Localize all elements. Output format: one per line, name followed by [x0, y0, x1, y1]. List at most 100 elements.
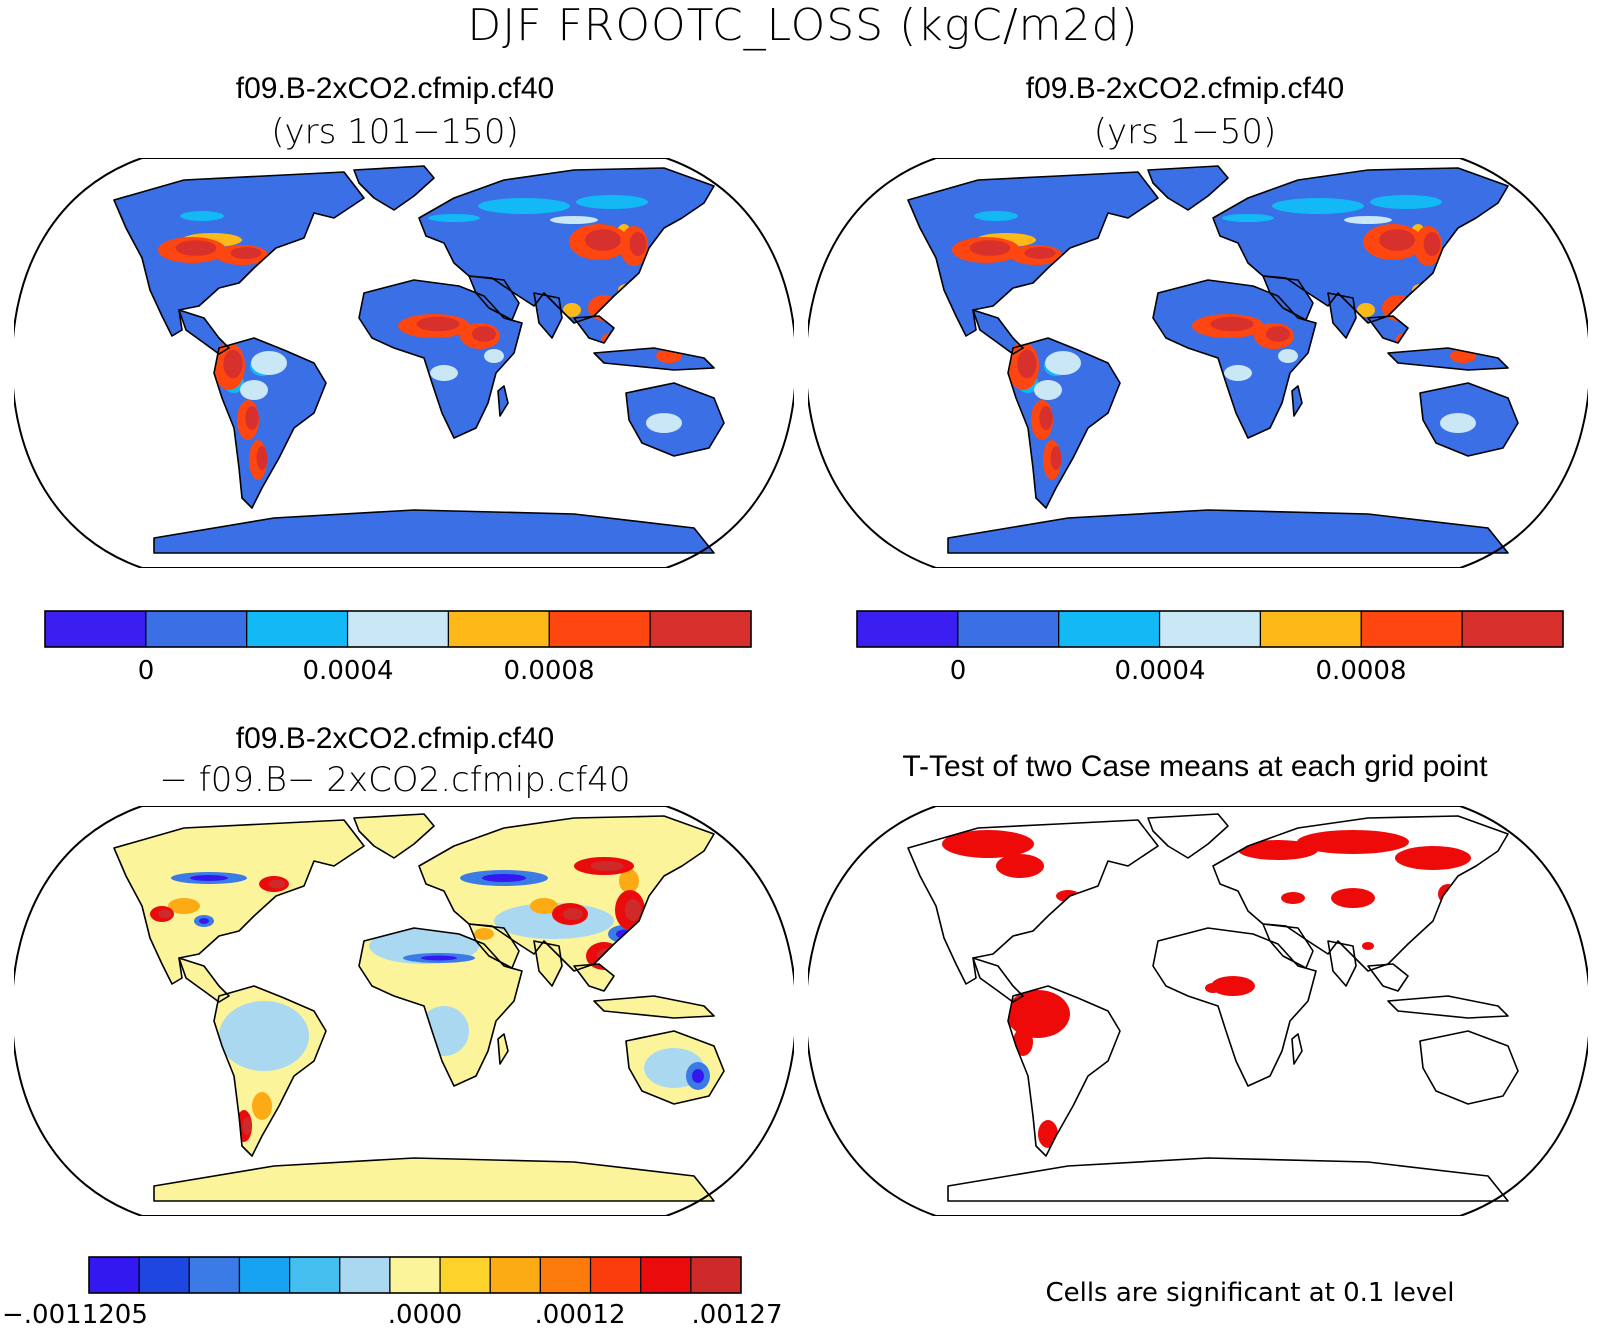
field-highest-region-7 [585, 229, 621, 251]
cb-bl-tick-0-value: .0011205 [23, 1300, 148, 1330]
cb-bl-swatch-8 [489, 1256, 541, 1294]
coastline-madagascar [1291, 385, 1303, 417]
cb-tr-swatch-6 [1461, 610, 1564, 648]
cb-tl-swatch-0 [44, 610, 147, 648]
map-panel-top-left [14, 158, 794, 568]
diff-deepblue-region-5 [199, 918, 209, 924]
field-highest-region-5 [416, 316, 460, 332]
cb-bl-swatch-10 [589, 1256, 642, 1294]
field-cyan-region-2 [1272, 198, 1364, 214]
field-orange-region-2 [1357, 303, 1375, 317]
cb-tl-swatch-2 [246, 610, 349, 648]
land-greenland [354, 814, 434, 858]
diff-orange-region-3 [530, 898, 558, 914]
figure-title: DJF FROOTC_LOSS (kgC/m2d) [467, 0, 1139, 51]
cb-bl-border [88, 1256, 742, 1294]
cb-tr-border [856, 610, 1564, 648]
significant-region-3 [1238, 840, 1318, 860]
field-highest-region-2 [1017, 349, 1037, 379]
coastline-india [1327, 940, 1357, 987]
cb-tr-swatch-5 [1360, 610, 1463, 648]
field-highest-region-7 [1379, 229, 1415, 251]
coastline-seasia [1367, 315, 1409, 344]
significant-region-13 [1362, 942, 1374, 950]
coastline-arabia [468, 923, 520, 969]
significant-region-0 [942, 830, 1034, 858]
coastline-camerica [972, 309, 1024, 355]
field-cyan-region-2 [478, 198, 570, 214]
cb-tr-swatch-0 [856, 610, 959, 648]
diff-deepblue-region-0 [190, 875, 228, 881]
panel-bl-subtitle: − f09.B− 2xCO2.cfmip.cf40 [159, 760, 631, 800]
ocean-background [808, 806, 1588, 1216]
cb-bl-swatch-4 [289, 1256, 341, 1294]
field-light-region-2 [1224, 365, 1252, 381]
significant-region-4 [1297, 830, 1409, 854]
cb-bl-swatch-0 [88, 1256, 140, 1294]
cb-tr-swatch-3 [1158, 610, 1262, 648]
field-highest-region-1 [1024, 247, 1056, 259]
coastline-indonesia [593, 347, 715, 371]
coastline-eurasia [1212, 815, 1509, 972]
field-highest-region-3 [245, 406, 259, 430]
field-light-region-1 [1034, 380, 1062, 400]
coastline-seasia [573, 963, 615, 992]
cb-bl-swatch-5 [339, 1256, 391, 1294]
significant-region-5 [1395, 846, 1471, 870]
field-highest-region-8 [1423, 232, 1441, 256]
coastline-africa [358, 279, 523, 439]
panel-bl-title: f09.B-2xCO2.cfmip.cf40 [235, 722, 555, 755]
diff-light-region-0 [219, 1001, 309, 1071]
field-cyan-region-3 [1370, 195, 1442, 209]
field-highest-region-6 [472, 326, 496, 342]
coastline-australia [625, 1030, 725, 1105]
cb-tr-tick-2: 0.0008 [1315, 656, 1407, 686]
cb-tl-swatch-3 [346, 610, 450, 648]
land-seasia [574, 964, 614, 991]
field-light-region-4 [646, 413, 682, 433]
cb-tr-tick-1: 0.0004 [1114, 656, 1206, 686]
field-cyan-region-0 [974, 211, 1018, 221]
colorbar-top-left [44, 610, 752, 648]
coastline-camerica [178, 309, 230, 355]
field-cyan-region-1 [1222, 214, 1274, 222]
land-africa [1153, 280, 1316, 438]
land-camerica [973, 310, 1023, 354]
field-light-region-5 [550, 216, 598, 224]
coastline-eurasia [1212, 167, 1509, 324]
cb-bl-tick-2: .00012 [534, 1300, 626, 1330]
significant-region-8 [1006, 990, 1070, 1038]
coastline-seasia [573, 315, 615, 344]
significant-region-15 [1281, 892, 1305, 904]
field-highest-region-8 [629, 232, 647, 256]
coastline-camerica [972, 957, 1024, 1003]
cb-bl-tick-0: −.0011205 [2, 1300, 148, 1330]
map-panel-bottom-left [14, 806, 794, 1216]
cb-bl-swatch-9 [539, 1256, 592, 1294]
cb-bl-swatch-6 [389, 1256, 441, 1294]
map-frame [808, 158, 1588, 568]
cb-bl-swatch-2 [188, 1256, 241, 1294]
coastline-africa [1152, 927, 1317, 1087]
coastline-camerica [178, 957, 230, 1003]
coastline-india [1327, 292, 1357, 339]
diff-deepblue-region-4 [692, 1069, 704, 1083]
coastline-indonesia [1387, 995, 1509, 1019]
field-highest-region-4 [1050, 446, 1062, 470]
diff-darkred-region-3 [242, 1117, 252, 1135]
coastline-madagascar [1291, 1033, 1303, 1065]
panel-tr-title: f09.B-2xCO2.cfmip.cf40 [1025, 72, 1345, 105]
diff-orange-region-4 [474, 928, 494, 940]
cb-tl-swatch-5 [548, 610, 651, 648]
colorbar-top-right [856, 610, 1564, 648]
field-light-region-4 [1440, 413, 1476, 433]
field-light-region-2 [430, 365, 458, 381]
field-highest-region-4 [256, 446, 268, 470]
coastline-arabia [468, 275, 520, 321]
panel-tr-subtitle: (yrs 1−50) [1093, 112, 1277, 152]
coastline-namerica [113, 171, 365, 337]
cb-bl-swatch-12 [690, 1256, 742, 1294]
cb-tr-swatch-2 [1058, 610, 1161, 648]
land-antarctica [154, 510, 714, 553]
coastline-greenland [353, 813, 435, 859]
